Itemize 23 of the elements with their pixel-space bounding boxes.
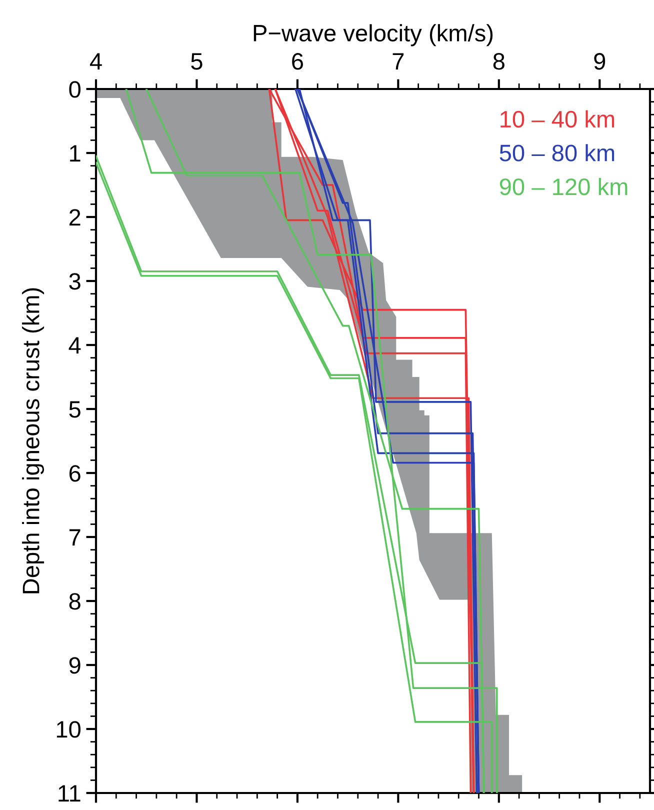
x-tick-label: 4 [90,53,102,70]
y-tick-label: 9 [69,657,80,674]
text: 90 – 120 km [500,178,628,196]
y-tick-label: 5 [69,401,80,418]
y-tick-label: 0 [69,81,80,98]
y-tick-label: 10 [56,721,80,738]
text: 50 – 80 km [500,144,614,162]
x-tick-label: 6 [292,53,303,70]
x-tick-label: 8 [493,53,504,70]
y-tick-label: 6 [69,465,80,482]
x-axis-title: P−wave velocity (km/s) [254,24,493,46]
y-tick-label: 2 [69,209,80,226]
y-tick-label: 4 [68,337,81,354]
y-tick-label: 11 [58,785,80,802]
x-tick-label: 9 [594,53,606,70]
y-axis-title: Depth into igneous crust (km) [22,288,44,594]
x-tick-label: 5 [191,53,202,70]
y-tick-label: 8 [69,593,80,610]
y-tick-label: 3 [69,273,80,290]
x-tick-label: 7 [392,53,404,70]
text: 10 – 40 km [500,110,614,128]
y-tick-label: 1 [70,145,80,162]
y-tick-label: 7 [69,529,80,546]
